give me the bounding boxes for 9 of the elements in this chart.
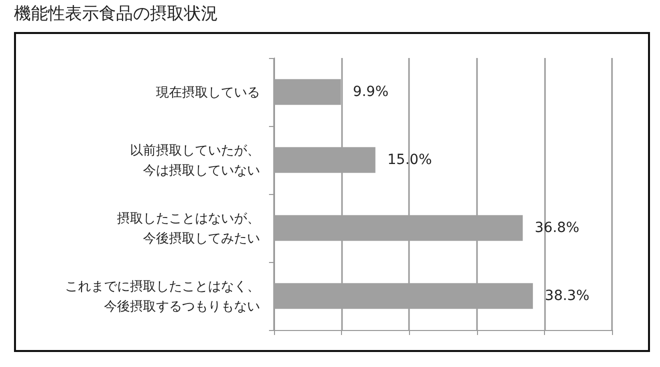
- y-tick-label: これまでに摂取したことはなく、今後摂取するつもりもない: [65, 278, 260, 314]
- y-tick-label: 摂取したことはないが、今後摂取してみたい: [117, 210, 260, 246]
- y-tick-label: 現在摂取している: [156, 84, 260, 100]
- y-tick-label: 以前摂取していたが、今は摂取していない: [130, 142, 260, 178]
- data-label: 9.9%: [352, 84, 388, 100]
- text: 機能性表示食品の摂取状況: [14, 3, 218, 25]
- data-label: 38.3%: [544, 288, 590, 304]
- data-label: 15.0%: [387, 152, 432, 168]
- data-label: 36.8%: [534, 220, 580, 236]
